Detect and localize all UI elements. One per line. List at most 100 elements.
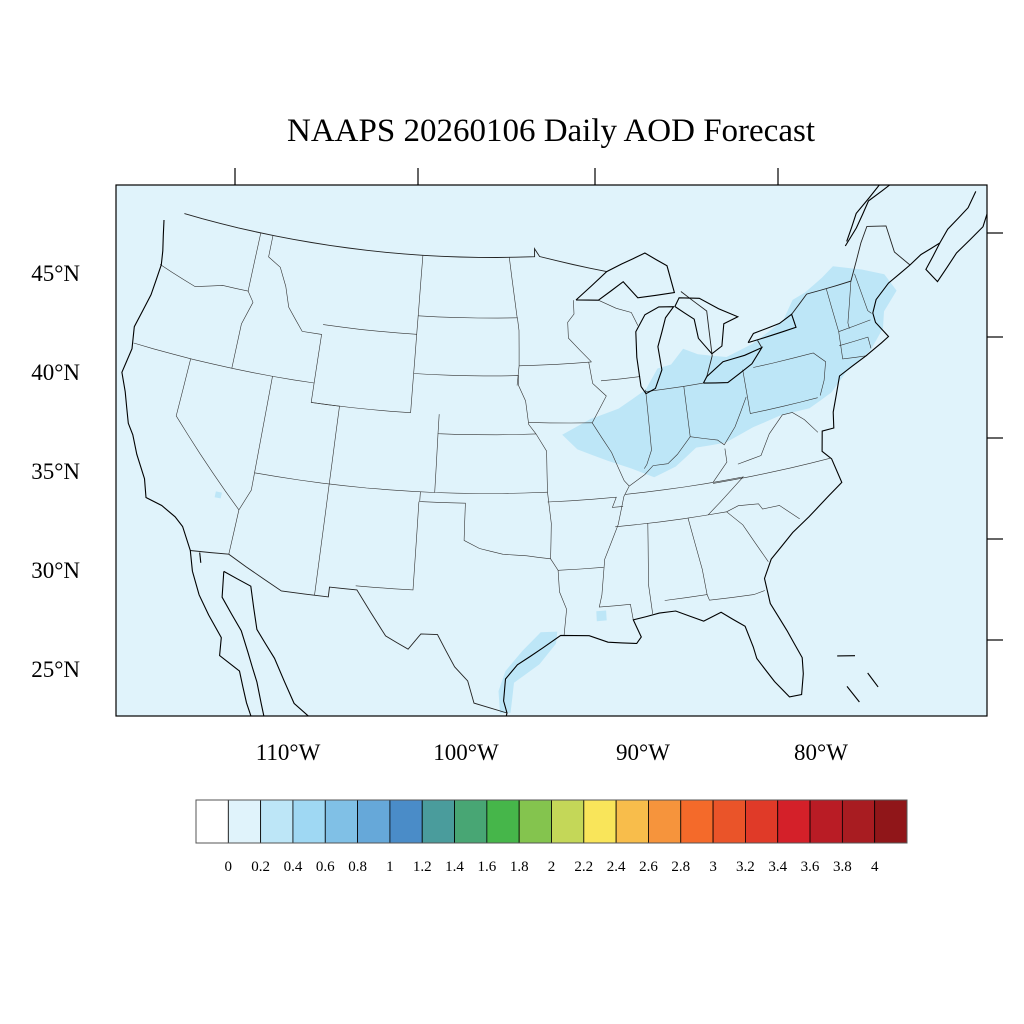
colorbar-label: 0.6: [316, 859, 335, 875]
state-boundary: [410, 255, 424, 413]
state-boundary: [753, 352, 826, 396]
colorbar-swatch: [648, 799, 682, 844]
coastline: [867, 672, 879, 688]
state-boundary: [615, 511, 727, 528]
colorbar-label: 3.2: [736, 859, 755, 875]
coastline: [844, 185, 891, 247]
country-border: [190, 550, 508, 714]
country-border: [757, 340, 763, 348]
coastline: [702, 346, 764, 384]
state-boundary: [133, 342, 315, 384]
colorbar-label: 2.8: [671, 859, 690, 875]
figure-title: NAAPS 20260106 Daily AOD Forecast: [287, 113, 815, 149]
coastline: [503, 191, 977, 716]
map-boundaries: [121, 185, 987, 716]
colorbar-swatch: [712, 799, 746, 844]
state-boundary: [419, 491, 567, 636]
country-border: [791, 225, 911, 315]
colorbar-swatch: [292, 799, 326, 844]
colorbar-swatch: [324, 799, 358, 844]
aod-region: [214, 491, 222, 499]
map-panel: [115, 168, 1003, 717]
state-boundary: [687, 517, 708, 595]
state-boundary: [509, 257, 520, 386]
state-boundary: [742, 369, 818, 414]
state-boundary: [726, 511, 769, 562]
colorbar-label: 4: [871, 859, 879, 875]
colorbar-swatch: [777, 799, 811, 844]
colorbar-swatch: [421, 799, 455, 844]
colorbar-label: 3: [709, 859, 717, 875]
state-boundary: [839, 336, 872, 349]
state-boundary: [645, 382, 704, 392]
state-boundary: [323, 324, 417, 335]
state-boundary: [547, 496, 624, 508]
state-boundary: [629, 396, 747, 487]
coastline: [846, 686, 860, 703]
colorbar-label: 1.4: [445, 859, 464, 875]
colorbar-swatch: [486, 799, 520, 844]
state-boundary: [644, 389, 652, 469]
colorbar-swatch: [615, 799, 649, 844]
aod-field: [214, 266, 897, 714]
colorbar-swatch: [551, 799, 585, 844]
colorbar-label: 2.4: [607, 859, 626, 875]
longitude-labels: 110°W 100°W 90°W 80°W: [256, 740, 849, 765]
state-boundary: [254, 472, 548, 494]
colorbar-swatch: [583, 799, 617, 844]
state-boundary: [231, 232, 262, 369]
lat-label: 25°N: [31, 657, 80, 682]
colorbar-swatch: [227, 799, 262, 844]
colorbar-label: 2.2: [574, 859, 593, 875]
colorbar-label: 0: [225, 859, 233, 875]
state-boundary: [712, 448, 728, 483]
colorbar-label: 1.2: [413, 859, 432, 875]
state-boundary: [847, 281, 852, 329]
coastline: [199, 552, 202, 563]
state-boundary: [854, 273, 872, 314]
colorbar-swatch: [680, 799, 714, 844]
coastline: [223, 570, 310, 716]
colorbar-label: 3.4: [768, 859, 787, 875]
colorbar-label: 1: [386, 859, 394, 875]
colorbar-swatch: [518, 799, 552, 844]
state-boundary: [413, 373, 537, 435]
latitude-labels: 45°N 40°N 35°N 30°N 25°N: [31, 261, 80, 682]
state-boundary: [726, 503, 800, 520]
colorbar-label: 2: [548, 859, 556, 875]
colorbar-label: 0.2: [251, 859, 270, 875]
coastline: [221, 571, 265, 716]
coastline: [674, 297, 740, 355]
lon-label: 90°W: [616, 740, 670, 765]
state-boundary: [519, 361, 592, 367]
state-boundary: [713, 458, 830, 484]
colorbar-label: 0.8: [348, 859, 367, 875]
lat-label: 45°N: [31, 261, 80, 286]
aod-region: [596, 610, 607, 622]
country-border: [184, 213, 607, 273]
colorbar-label: 1.8: [510, 859, 529, 875]
state-boundary: [598, 299, 639, 326]
coastline: [846, 185, 880, 242]
colorbar-swatch: [260, 799, 294, 844]
lon-label: 80°W: [794, 740, 848, 765]
state-boundary: [528, 422, 593, 424]
coastline: [575, 252, 676, 301]
lat-label: 30°N: [31, 558, 80, 583]
colorbar-label: 1.6: [478, 859, 497, 875]
lon-label: 110°W: [256, 740, 321, 765]
map-frame: [115, 184, 988, 717]
state-boundary: [355, 501, 420, 591]
coastline: [925, 212, 987, 283]
state-boundary: [567, 300, 592, 363]
lat-label: 40°N: [31, 360, 80, 385]
colorbar-label: 0.4: [284, 859, 303, 875]
colorbar-swatch: [745, 799, 779, 844]
state-boundary: [311, 402, 340, 596]
colorbar-swatch: [809, 799, 843, 844]
state-boundary: [159, 264, 249, 292]
colorbar-label: 2.6: [639, 859, 658, 875]
lat-label: 35°N: [31, 459, 80, 484]
state-boundary: [228, 376, 273, 555]
